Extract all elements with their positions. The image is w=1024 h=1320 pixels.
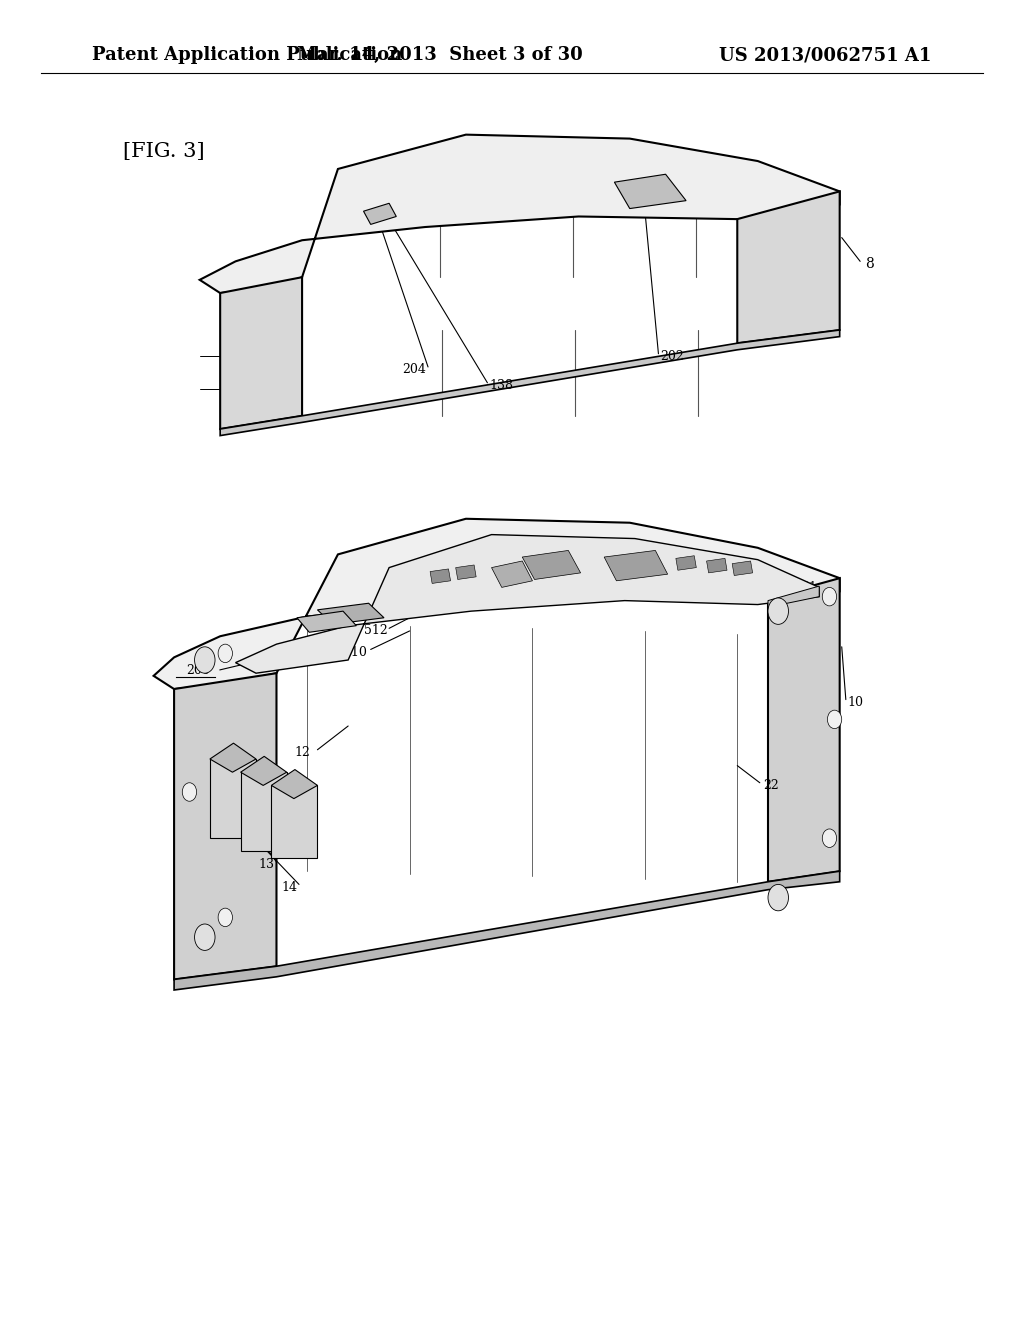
Text: [FIG. 3]: [FIG. 3] [123, 143, 205, 161]
Text: 200: 200 [186, 664, 210, 677]
Polygon shape [737, 191, 840, 343]
Polygon shape [614, 174, 686, 209]
Circle shape [195, 647, 215, 673]
Circle shape [768, 884, 788, 911]
Polygon shape [154, 519, 840, 689]
Text: Mar. 14, 2013  Sheet 3 of 30: Mar. 14, 2013 Sheet 3 of 30 [297, 46, 584, 65]
Polygon shape [317, 603, 384, 624]
Polygon shape [707, 558, 727, 573]
Circle shape [822, 829, 837, 847]
Polygon shape [732, 561, 753, 576]
Text: 20: 20 [381, 603, 397, 616]
Text: 14: 14 [282, 880, 298, 894]
Polygon shape [210, 743, 256, 772]
Polygon shape [768, 586, 819, 607]
Text: US 2013/0062751 A1: US 2013/0062751 A1 [720, 46, 932, 65]
Polygon shape [768, 578, 840, 882]
Polygon shape [236, 535, 819, 673]
Polygon shape [522, 550, 581, 579]
Polygon shape [430, 569, 451, 583]
Circle shape [182, 783, 197, 801]
Text: 512: 512 [364, 624, 387, 638]
Polygon shape [241, 772, 287, 851]
Text: 13: 13 [258, 858, 274, 871]
Text: 510: 510 [343, 645, 367, 659]
Circle shape [195, 924, 215, 950]
Polygon shape [210, 759, 256, 838]
Polygon shape [220, 277, 302, 429]
Polygon shape [174, 871, 840, 990]
Polygon shape [364, 203, 396, 224]
Polygon shape [604, 550, 668, 581]
Text: Patent Application Publication: Patent Application Publication [92, 46, 402, 65]
Polygon shape [492, 561, 532, 587]
Polygon shape [271, 785, 317, 858]
Polygon shape [297, 611, 356, 632]
Polygon shape [200, 135, 840, 293]
Circle shape [218, 644, 232, 663]
Text: 138: 138 [489, 379, 513, 392]
Circle shape [768, 598, 788, 624]
Text: 202: 202 [660, 350, 684, 363]
Text: 204: 204 [402, 363, 426, 376]
Circle shape [822, 587, 837, 606]
Text: 8: 8 [865, 257, 874, 271]
Circle shape [827, 710, 842, 729]
Text: 12: 12 [295, 746, 311, 759]
Text: 22: 22 [763, 779, 778, 792]
Circle shape [218, 908, 232, 927]
Polygon shape [241, 756, 287, 785]
Text: 10: 10 [848, 696, 864, 709]
Polygon shape [220, 330, 840, 436]
Text: 21: 21 [801, 581, 817, 594]
Polygon shape [271, 770, 317, 799]
Polygon shape [676, 556, 696, 570]
Polygon shape [456, 565, 476, 579]
Polygon shape [174, 673, 276, 979]
